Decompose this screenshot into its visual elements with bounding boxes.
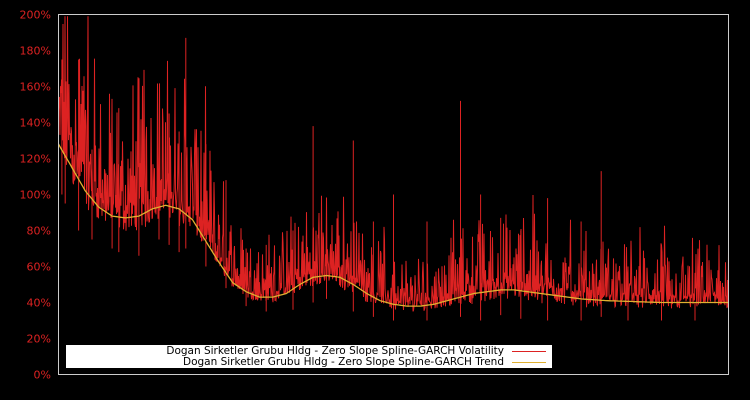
volatility-line bbox=[58, 16, 729, 321]
legend-item-trend: Dogan Sirketler Grubu Hldg - Zero Slope … bbox=[183, 357, 504, 368]
legend-label-volatility: Dogan Sirketler Grubu Hldg - Zero Slope … bbox=[166, 345, 504, 357]
trend-series bbox=[57, 143, 729, 307]
legend-label-trend: Dogan Sirketler Grubu Hldg - Zero Slope … bbox=[182, 356, 504, 368]
y-tick-label: 200% bbox=[20, 9, 51, 22]
y-tick-label: 140% bbox=[20, 117, 51, 130]
y-tick-label: 60% bbox=[27, 261, 51, 274]
y-tick-label: 0% bbox=[34, 369, 51, 382]
y-tick-label: 80% bbox=[27, 225, 51, 238]
legend-swatch-volatility bbox=[512, 351, 546, 352]
legend: Dogan Sirketler Grubu Hldg - Zero Slope … bbox=[66, 345, 552, 368]
legend-swatch-trend bbox=[512, 362, 546, 363]
y-tick-label: 40% bbox=[27, 297, 51, 310]
y-axis-ticks: 0% 20% 40% 60% 80% 100% 120% 140% 160% 180% 200% bbox=[20, 9, 51, 382]
y-tick-label: 120% bbox=[20, 153, 51, 166]
y-tick-label: 160% bbox=[20, 81, 51, 94]
y-tick-label: 100% bbox=[20, 189, 51, 202]
y-tick-label: 20% bbox=[27, 333, 51, 346]
y-tick-label: 180% bbox=[20, 45, 51, 58]
legend-item-volatility: Dogan Sirketler Grubu Hldg - Zero Slope … bbox=[166, 346, 504, 357]
volatility-series bbox=[58, 16, 729, 321]
plot-frame bbox=[58, 14, 729, 375]
